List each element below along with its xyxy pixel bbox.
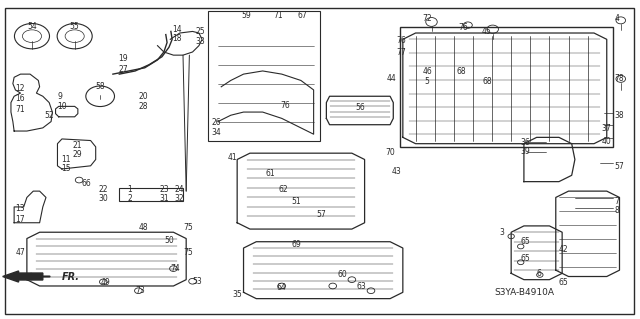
Text: 27: 27 xyxy=(118,65,127,74)
Text: 18: 18 xyxy=(172,34,182,43)
Text: 5: 5 xyxy=(424,77,429,85)
Text: 3: 3 xyxy=(500,228,504,237)
Text: 57: 57 xyxy=(317,210,326,219)
Text: 65: 65 xyxy=(559,278,569,287)
Text: S3YA-B4910A: S3YA-B4910A xyxy=(494,288,554,297)
Text: 50: 50 xyxy=(164,236,173,245)
Text: 33: 33 xyxy=(196,37,205,46)
Text: 55: 55 xyxy=(70,22,79,31)
Text: 63: 63 xyxy=(356,282,366,291)
Text: 73: 73 xyxy=(135,286,145,295)
Text: 11: 11 xyxy=(61,155,71,164)
Text: 60: 60 xyxy=(337,271,347,279)
Text: 68: 68 xyxy=(482,77,492,85)
Text: 74: 74 xyxy=(170,264,180,273)
Text: 20: 20 xyxy=(138,92,148,101)
Text: 54: 54 xyxy=(27,22,37,31)
Text: 26: 26 xyxy=(212,118,221,127)
Text: 39: 39 xyxy=(521,147,531,156)
Text: 68: 68 xyxy=(457,67,467,76)
Text: 13: 13 xyxy=(15,204,25,213)
Text: 58: 58 xyxy=(95,82,105,91)
Text: 49: 49 xyxy=(100,278,110,287)
Text: 51: 51 xyxy=(291,197,301,206)
Text: 21: 21 xyxy=(73,141,83,150)
Text: 29: 29 xyxy=(73,150,83,159)
Text: 72: 72 xyxy=(422,14,432,23)
Text: 75: 75 xyxy=(183,248,193,257)
Text: 66: 66 xyxy=(81,179,91,188)
Text: 76: 76 xyxy=(280,100,290,110)
Text: 41: 41 xyxy=(228,153,237,162)
Bar xyxy=(209,11,320,141)
Text: 16: 16 xyxy=(15,94,25,103)
Text: 6: 6 xyxy=(537,269,541,278)
Text: 65: 65 xyxy=(521,254,531,263)
Text: 75: 75 xyxy=(183,223,193,232)
Text: 76: 76 xyxy=(397,36,406,45)
Text: 38: 38 xyxy=(614,111,624,120)
Text: 37: 37 xyxy=(602,124,611,133)
Text: 14: 14 xyxy=(172,25,182,34)
Text: 22: 22 xyxy=(99,185,108,194)
Text: 47: 47 xyxy=(15,248,25,257)
Text: 40: 40 xyxy=(602,137,611,146)
Text: 43: 43 xyxy=(392,167,401,176)
FancyArrow shape xyxy=(3,271,43,282)
Text: 78: 78 xyxy=(614,74,624,83)
Text: 53: 53 xyxy=(193,277,202,286)
Text: 69: 69 xyxy=(291,240,301,249)
Text: 62: 62 xyxy=(278,185,288,194)
Text: 2: 2 xyxy=(127,194,132,203)
Text: 45: 45 xyxy=(482,27,492,36)
Text: 77: 77 xyxy=(397,48,406,57)
Text: FR.: FR. xyxy=(62,271,80,281)
Text: 24: 24 xyxy=(175,185,184,194)
Text: 34: 34 xyxy=(212,128,221,137)
Text: 46: 46 xyxy=(422,67,432,76)
Text: 28: 28 xyxy=(138,102,148,111)
Text: 9: 9 xyxy=(58,93,62,101)
Text: 64: 64 xyxy=(277,283,287,292)
Text: 44: 44 xyxy=(387,74,396,83)
Bar xyxy=(399,27,613,147)
Text: 17: 17 xyxy=(15,215,25,224)
Text: 15: 15 xyxy=(61,164,71,173)
Text: 65: 65 xyxy=(521,237,531,246)
Text: 7: 7 xyxy=(614,197,620,206)
Text: 25: 25 xyxy=(196,27,205,36)
Text: 57: 57 xyxy=(614,162,624,171)
Text: 1: 1 xyxy=(127,185,132,194)
Text: 32: 32 xyxy=(175,194,184,203)
Text: 12: 12 xyxy=(15,84,25,93)
Text: 23: 23 xyxy=(159,185,169,194)
Text: 71: 71 xyxy=(15,105,25,114)
Text: 4: 4 xyxy=(614,14,620,23)
Text: 31: 31 xyxy=(159,194,169,203)
Text: 56: 56 xyxy=(355,103,365,112)
Text: 52: 52 xyxy=(45,111,54,120)
Text: 42: 42 xyxy=(559,245,568,254)
Text: 10: 10 xyxy=(58,102,67,111)
Text: 61: 61 xyxy=(266,169,275,178)
Text: 36: 36 xyxy=(521,137,531,147)
Text: 71: 71 xyxy=(274,11,284,20)
Text: 48: 48 xyxy=(138,223,148,232)
Bar xyxy=(119,188,183,201)
Text: 59: 59 xyxy=(242,11,252,20)
Text: 8: 8 xyxy=(614,206,619,215)
Text: 19: 19 xyxy=(118,55,127,63)
Text: 76: 76 xyxy=(458,23,468,32)
Text: 70: 70 xyxy=(385,148,395,157)
Text: 35: 35 xyxy=(232,290,242,299)
Text: 30: 30 xyxy=(99,194,108,203)
Text: 67: 67 xyxy=(298,11,307,20)
